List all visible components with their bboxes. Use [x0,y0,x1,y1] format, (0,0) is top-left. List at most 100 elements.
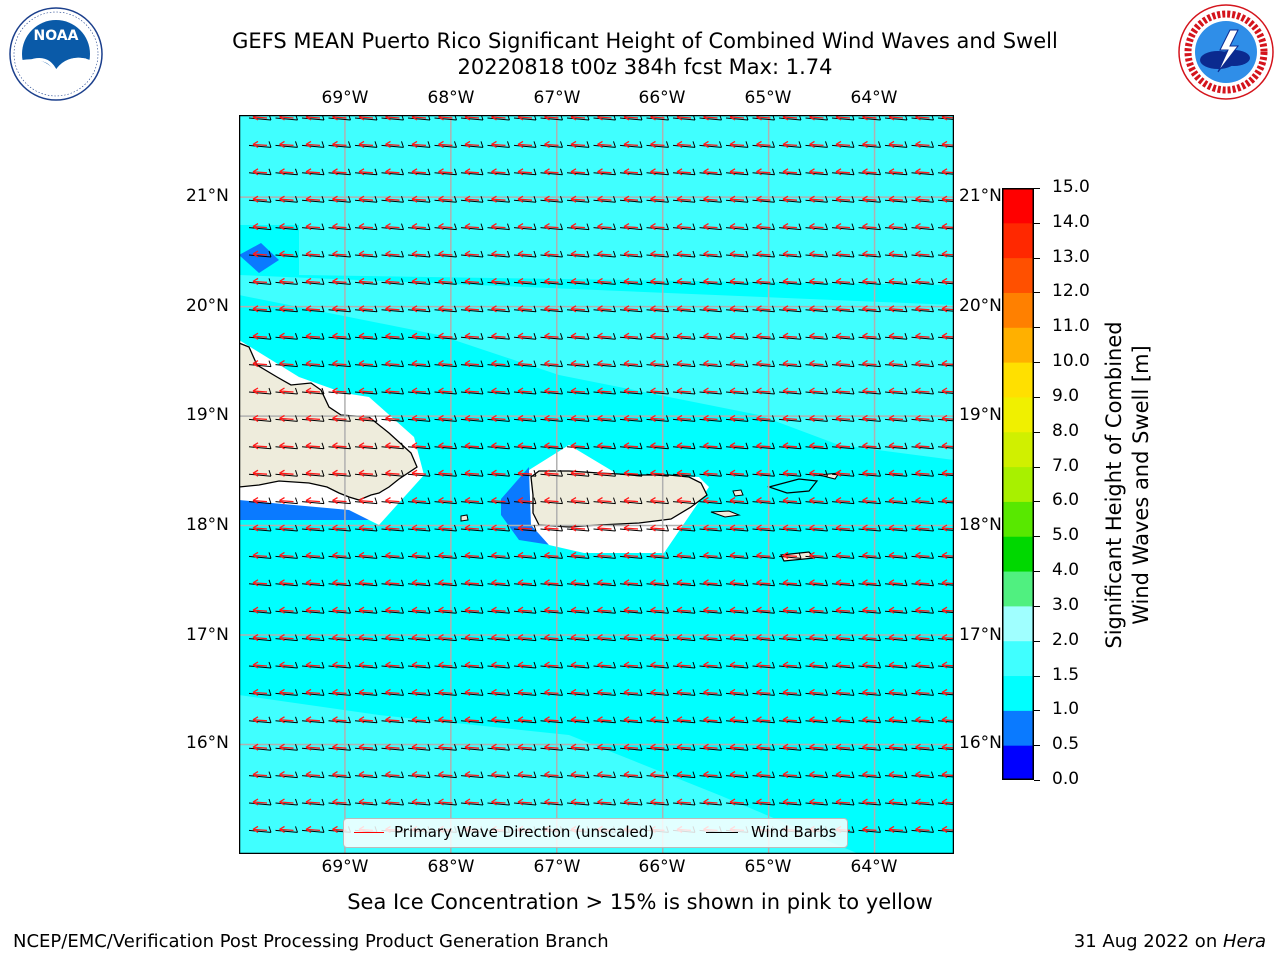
wave-direction-arrow [650,140,665,148]
wind-barb [725,223,749,231]
colorbar-tick: 15.0 [1052,177,1090,197]
wave-direction-arrow [862,387,877,395]
wave-direction-arrow [623,743,639,751]
wind-barb [593,196,616,203]
wind-barb [778,415,802,422]
wave-direction-arrow [332,579,347,587]
wave-direction-arrow [491,661,506,669]
wind-barb [540,470,563,477]
wave-direction-arrow [252,661,268,669]
wind-barb [778,661,802,669]
wave-direction-arrow [438,387,453,395]
wind-barb [275,223,298,231]
wave-direction-arrow [358,497,374,505]
chart-subtitle: 20220818 t00z 384h fcst Max: 1.74 [457,55,833,79]
wind-barb [672,716,696,724]
lon-tick-top: 69°W [321,88,369,108]
wind-barb [619,360,643,368]
wind-barb [487,497,510,505]
colorbar-segment [1002,536,1034,572]
wave-direction-arrow [888,551,904,559]
wave-direction-arrow [915,798,930,806]
colorbar-segment [1002,188,1034,224]
wave-direction-arrow [438,606,453,614]
wind-barb [937,336,954,340]
wave-direction-arrow [915,661,930,669]
wind-barb [752,744,775,751]
wind-barb [884,716,908,724]
wind-barb [487,470,510,477]
wave-direction-arrow [252,305,268,313]
noaa-logo: NOAA [8,6,104,102]
wave-direction-arrow [756,743,771,751]
wave-direction-arrow [623,387,639,395]
wind-barb [778,305,802,313]
wind-barb [381,579,404,587]
wave-direction-arrow [809,305,824,313]
wind-barb [911,250,934,258]
wind-barb [487,387,510,395]
wave-direction-arrow [835,469,851,477]
wind-barb [831,497,855,505]
wind-barb [752,168,775,176]
wind-barb [752,579,775,587]
wind-barb [778,333,802,340]
wave-direction-arrow [544,223,559,231]
wind-barb [911,798,934,806]
colorbar-segment [1002,327,1034,363]
wind-barb [593,115,616,121]
wave-direction-arrow [491,579,506,587]
wave-direction-arrow [835,771,851,779]
wind-barb [778,579,802,587]
wave-direction-arrow [915,140,930,148]
wave-direction-arrow [915,277,930,285]
wave-direction-arrow [782,195,798,203]
wave-direction-arrow [623,305,639,313]
wind-barb [646,798,669,806]
wind-barb [937,528,954,531]
wave-direction-arrow [809,140,824,148]
wave-direction-arrow [517,469,533,477]
wave-direction-arrow [279,771,294,779]
wave-direction-arrow [491,332,506,340]
wind-barb [858,415,881,422]
wave-direction-arrow [385,771,400,779]
wind-barb [434,689,457,696]
wave-direction-arrow [252,798,268,806]
wind-barb [301,826,325,833]
wind-barb [646,196,669,203]
wave-direction-arrow [782,497,798,505]
wave-direction-arrow [756,579,771,587]
wave-direction-arrow [358,442,374,450]
wind-barb [858,278,881,285]
wave-direction-arrow [835,414,851,422]
wave-direction-arrow [570,524,586,532]
wave-direction-arrow [782,771,798,779]
wave-direction-arrow [862,606,877,614]
wave-direction-arrow [464,360,480,368]
wind-barb [434,168,457,176]
wave-direction-arrow [411,743,427,751]
wind-barb [646,278,669,285]
wind-barb [937,199,954,203]
wave-direction-arrow [862,195,877,203]
wave-direction-arrow [756,798,771,806]
wave-direction-arrow [756,387,771,395]
wind-barb [487,579,510,587]
wind-barb [381,250,404,258]
colorbar-tick: 0.5 [1052,734,1080,755]
wind-barb [328,333,351,340]
wind-barb [328,387,351,395]
wave-direction-arrow [862,140,877,148]
wind-barb [354,552,378,559]
wave-direction-arrow [915,195,930,203]
wave-direction-arrow [252,606,268,614]
wind-barb [566,607,590,614]
wave-direction-arrow [544,634,559,642]
wind-barb [275,634,298,642]
wave-direction-arrow [570,469,586,477]
wave-direction-arrow [305,688,321,696]
wind-barb [381,360,404,368]
wind-barb [725,798,749,806]
wind-barb [513,634,537,642]
